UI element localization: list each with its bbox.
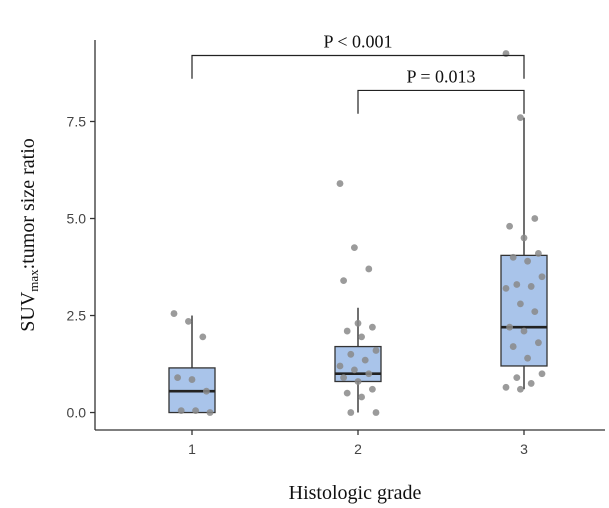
data-point [336, 180, 344, 187]
data-point [520, 327, 528, 335]
data-point [343, 327, 351, 335]
data-point [502, 284, 510, 292]
data-point [354, 378, 362, 385]
data-point [509, 343, 517, 350]
boxes [168, 117, 548, 414]
data-point [206, 409, 214, 416]
data-point [517, 300, 524, 308]
data-point [347, 409, 355, 416]
data-point [517, 385, 524, 393]
data-point [517, 114, 524, 122]
bracket-label: P < 0.001 [324, 32, 393, 52]
bracket-line [191, 54, 525, 79]
significance-brackets: P < 0.001 P = 0.013 [191, 32, 525, 114]
data-point [358, 333, 365, 341]
data-point [336, 362, 344, 370]
data-point [506, 222, 513, 230]
data-point [354, 319, 362, 327]
data-point [340, 277, 347, 284]
data-point [170, 310, 178, 317]
y-axis-label-subscript: max [26, 269, 41, 292]
y-axis-label: SUVmax:tumor size ratio [17, 138, 41, 331]
data-point [365, 265, 373, 273]
data-point [520, 234, 528, 242]
data-point [535, 250, 542, 257]
y-tick-label: 2.5 [67, 308, 87, 324]
data-point [351, 366, 358, 374]
data-point [358, 393, 365, 401]
axes [94, 40, 605, 431]
x-ticks: 1 2 3 [188, 430, 528, 457]
data-point [535, 339, 542, 347]
data-point [502, 383, 510, 391]
y-tick-label: 7.5 [67, 113, 87, 129]
data-point [340, 374, 347, 382]
x-axis-label: Histologic grade [289, 482, 422, 504]
y-axis-label-rest: :tumor size ratio [17, 138, 39, 269]
data-point [361, 356, 369, 364]
data-point [538, 370, 546, 378]
data-point [199, 333, 207, 341]
y-tick-label: 0.0 [67, 405, 87, 421]
data-point [538, 273, 546, 281]
x-tick-label: 3 [520, 441, 528, 457]
data-point [369, 385, 376, 393]
data-point [188, 376, 196, 383]
y-axis-label-main: SUV [17, 291, 39, 332]
points [170, 50, 546, 416]
y-tick-label: 5.0 [67, 211, 87, 227]
data-point [177, 407, 185, 414]
data-point [192, 407, 200, 414]
data-point [369, 323, 376, 331]
data-point [343, 389, 351, 397]
data-point [509, 253, 517, 261]
data-point [203, 387, 210, 395]
data-point [174, 374, 182, 382]
x-tick-label: 1 [188, 441, 196, 457]
data-point [372, 347, 380, 354]
data-point [513, 374, 521, 382]
data-point [506, 323, 513, 331]
data-point [372, 409, 380, 416]
data-point [365, 370, 373, 378]
data-point [527, 380, 535, 387]
data-point [513, 281, 521, 288]
data-point [524, 257, 531, 265]
y-ticks: 0.0 2.5 5.0 7.5 [67, 113, 95, 421]
x-tick-label: 2 [354, 441, 362, 457]
bracket-line [357, 89, 525, 114]
data-point [531, 308, 539, 316]
data-point [185, 317, 192, 325]
data-point [524, 354, 531, 362]
data-point [351, 244, 358, 252]
data-point [527, 283, 535, 290]
data-point [531, 215, 539, 222]
bracket-label: P = 0.013 [407, 66, 476, 86]
box-iqr [500, 254, 548, 367]
data-point [347, 350, 355, 358]
